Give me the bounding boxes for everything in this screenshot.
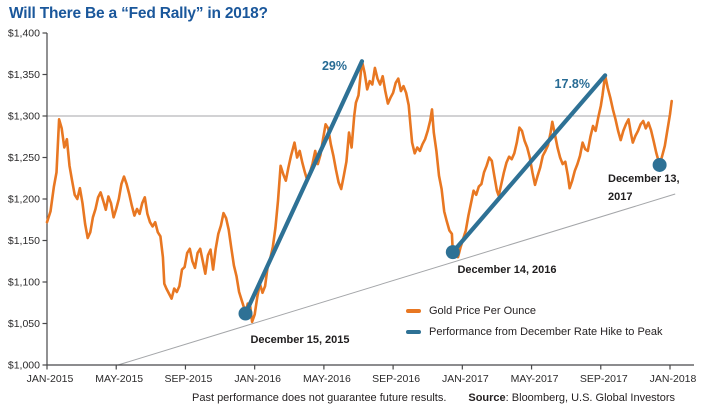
x-axis-label: JAN-2015 [27, 373, 74, 385]
footer-note: Past performance does not guarantee futu… [192, 392, 675, 404]
x-axis-label: JAN-2018 [650, 373, 697, 385]
x-axis-label: MAY-2015 [95, 373, 143, 385]
rally-line-2 [450, 73, 608, 255]
source-rest: : Bloomberg, U.S. Global Investors [505, 392, 676, 404]
x-axis-label: SEP-2017 [580, 373, 628, 385]
x-axis-label: MAY-2016 [303, 373, 351, 385]
x-axis-label: JAN-2016 [234, 373, 281, 385]
trend-line [117, 193, 676, 366]
rate-hike-date-label-2017-line1: December 13, [608, 173, 680, 185]
rate-hike-date-label-2017-line2: 2017 [608, 191, 632, 203]
rate-hike-dot-1 [238, 306, 253, 321]
gold-line-swatch-icon [406, 308, 421, 314]
gold-price-line [45, 59, 674, 324]
legend: Gold Price Per Ounce Performance from De… [406, 305, 663, 338]
rate-hike-dot-3 [652, 157, 667, 172]
y-axis-label: $1,200 [8, 194, 40, 206]
x-axis-label: JAN-2017 [442, 373, 489, 385]
source-text: Source: Bloomberg, U.S. Global Investors [468, 392, 675, 404]
legend-item-gold: Gold Price Per Ounce [406, 305, 663, 317]
y-axis-label: $1,250 [8, 152, 40, 164]
rally2-percent-label: 17.8% [555, 77, 590, 91]
x-axis-label: SEP-2015 [165, 373, 213, 385]
disclaimer-text: Past performance does not guarantee futu… [192, 392, 447, 404]
performance-line-swatch-icon [406, 329, 421, 335]
y-axis-label: $1,050 [8, 318, 40, 330]
y-axis-label: $1,350 [8, 69, 40, 81]
x-axis-label: SEP-2016 [372, 373, 420, 385]
rate-hike-date-label-2015: December 15, 2015 [250, 334, 349, 346]
x-axis-label: MAY-2017 [511, 373, 559, 385]
rate-hike-date-label-2016: December 14, 2016 [457, 264, 556, 276]
legend-item-performance: Performance from December Rate Hike to P… [406, 326, 663, 338]
source-label: Source [468, 392, 506, 404]
y-axis-label: $1,000 [8, 360, 40, 372]
y-axis-label: $1,100 [8, 277, 40, 289]
rate-hike-dot-2 [445, 245, 460, 260]
y-axis-label: $1,150 [8, 235, 40, 247]
legend-label-gold: Gold Price Per Ounce [429, 305, 536, 317]
chart-title: Will There Be a “Fed Rally” in 2018? [9, 5, 268, 22]
y-axis-label: $1,400 [8, 28, 40, 40]
rally1-percent-label: 29% [322, 59, 347, 73]
rally-line-1 [243, 59, 365, 316]
y-axis-label: $1,300 [8, 111, 40, 123]
legend-label-performance: Performance from December Rate Hike to P… [429, 326, 663, 338]
